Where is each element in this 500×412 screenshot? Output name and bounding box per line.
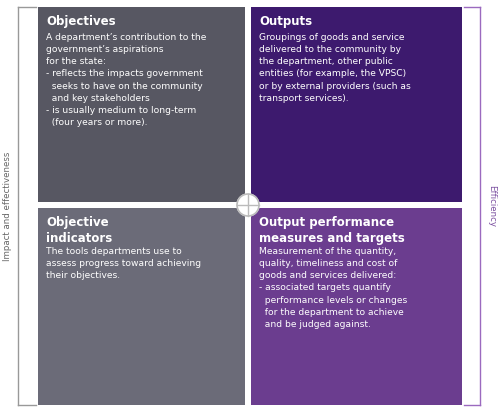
Bar (38, 7, 245, 202)
Text: Groupings of goods and service
delivered to the community by
the department, oth: Groupings of goods and service delivered… (259, 33, 411, 103)
Text: Impact and effectiveness: Impact and effectiveness (4, 151, 13, 261)
Text: A department’s contribution to the
government’s aspirations
for the state:
- ref: A department’s contribution to the gover… (46, 33, 206, 127)
Text: Efficiency: Efficiency (488, 185, 496, 227)
Text: The tools departments use to
assess progress toward achieving
their objectives.: The tools departments use to assess prog… (46, 247, 201, 280)
Text: Outputs: Outputs (259, 15, 312, 28)
Bar (251, 208, 462, 405)
Text: Objectives: Objectives (46, 15, 116, 28)
Text: Objective
indicators: Objective indicators (46, 216, 112, 244)
Bar (251, 7, 462, 202)
Circle shape (237, 194, 259, 216)
Text: Measurement of the quantity,
quality, timeliness and cost of
goods and services : Measurement of the quantity, quality, ti… (259, 247, 407, 329)
Bar (38, 208, 245, 405)
Text: Output performance
measures and targets: Output performance measures and targets (259, 216, 405, 244)
